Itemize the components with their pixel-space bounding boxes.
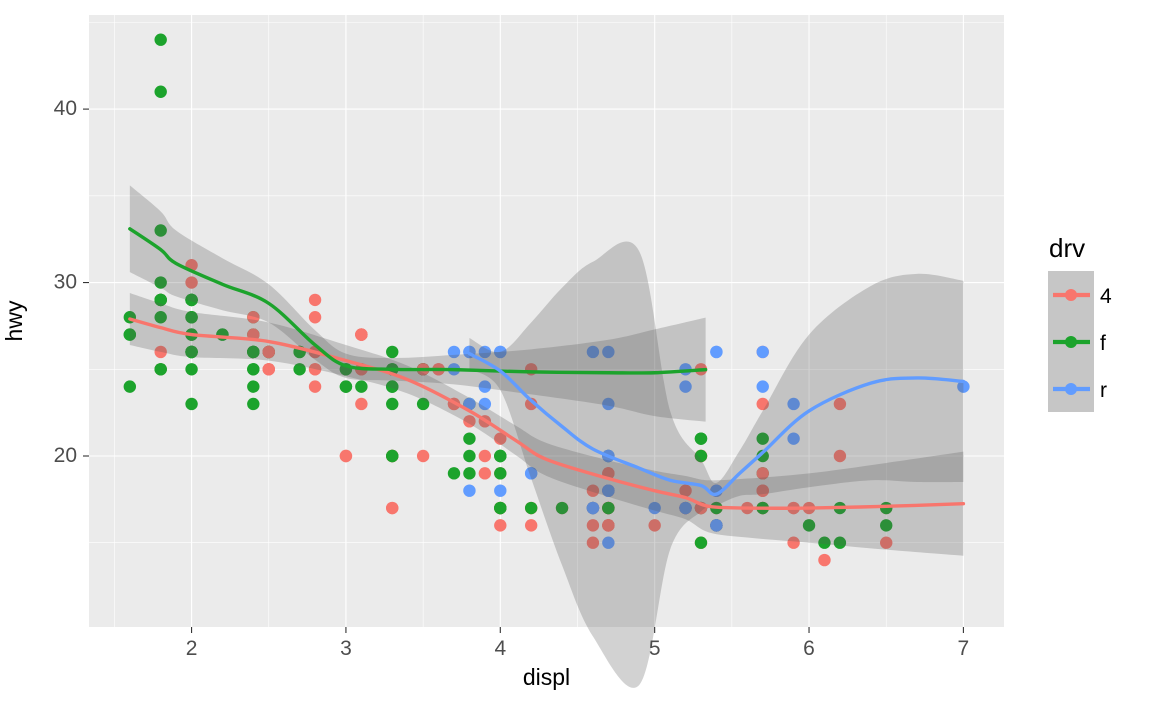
svg-text:displ: displ [523, 664, 570, 690]
svg-text:20: 20 [54, 444, 77, 467]
svg-text:hwy: hwy [1, 300, 27, 341]
svg-text:4: 4 [1100, 285, 1112, 308]
svg-text:7: 7 [958, 637, 970, 660]
svg-text:r: r [1100, 379, 1107, 402]
svg-text:2: 2 [186, 637, 198, 660]
svg-text:5: 5 [649, 637, 661, 660]
svg-text:4: 4 [494, 637, 506, 660]
svg-text:3: 3 [340, 637, 352, 660]
svg-text:30: 30 [54, 271, 77, 294]
svg-text:drv: drv [1049, 233, 1085, 263]
svg-text:6: 6 [803, 637, 815, 660]
svg-text:40: 40 [54, 97, 77, 120]
svg-text:f: f [1100, 332, 1106, 355]
